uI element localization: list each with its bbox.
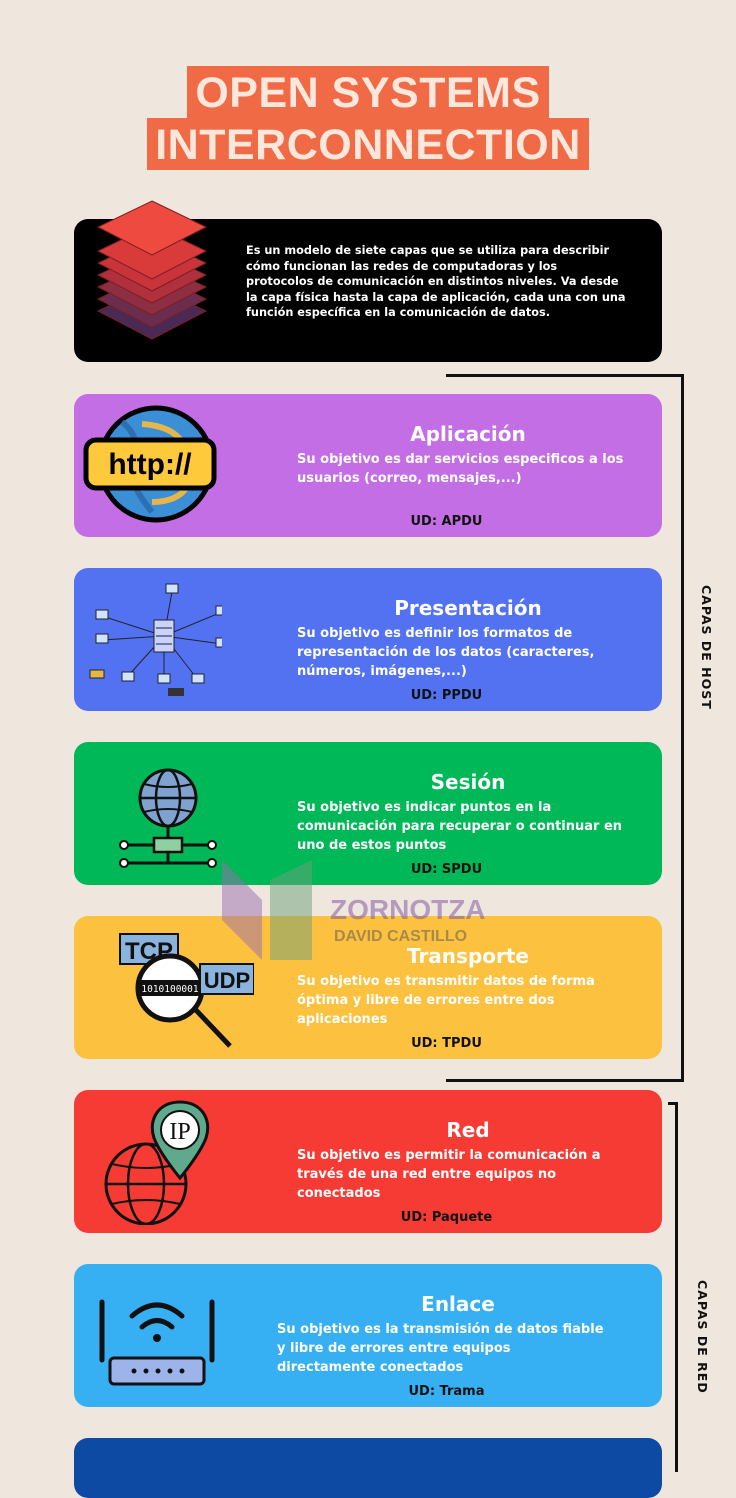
layer-ud: UD: Trama [408, 1384, 485, 1399]
host-label: CAPAS DE HOST [699, 585, 714, 710]
layer-card-presentacion: Presentación Su objetivo es definir los … [74, 568, 662, 711]
tcp-udp-magnifier-icon: TCP 1010100001 UDP [119, 933, 254, 1048]
host-bracket [446, 374, 684, 1082]
layer-name: Aplicación [410, 422, 526, 446]
wifi-router-icon [99, 1299, 215, 1386]
layer-desc: Su objetivo es permitir la comunicación … [297, 1148, 601, 1201]
layer-desc: Su objetivo es la transmisión de datos f… [277, 1322, 604, 1375]
layer-name: Transporte [407, 944, 529, 968]
layer-name: Presentación [394, 596, 542, 620]
http-text: http:// [108, 448, 192, 481]
watermark-line2: DAVID CASTILLO [334, 928, 468, 945]
ip-text: IP [169, 1119, 190, 1145]
http-globe-icon: http:// [83, 405, 217, 523]
layer-ud: UD: PPDU [410, 688, 483, 703]
layer-ud: UD: APDU [410, 514, 483, 529]
bits-text: 1010100001 [141, 984, 198, 995]
intro-card: Es un modelo de siete capas que se utili… [74, 200, 662, 362]
layer-name: Sesión [430, 770, 506, 794]
layer-name: Enlace [421, 1292, 495, 1316]
title-line-2: INTERCONNECTION [0, 118, 736, 170]
layer-card-sesion: Sesión Su objetivo es indicar puntos en … [74, 742, 662, 885]
layer-ud: UD: TPDU [411, 1036, 482, 1051]
red-label: CAPAS DE RED [695, 1280, 710, 1394]
layer-card-red: IP Red Su objetivo es permitir la comuni… [74, 1090, 662, 1233]
network-diagram-icon [89, 583, 222, 696]
watermark-logo: ZORNOTZA DAVID CASTILLO [222, 850, 522, 970]
layer-desc: Su objetivo es definir los formatos de r… [297, 626, 595, 679]
layer-ud: UD: Paquete [400, 1210, 493, 1225]
layer-card-enlace: Enlace Su objetivo es la transmisión de … [74, 1264, 662, 1407]
globe-network-icon [119, 768, 217, 868]
layer-desc: Su objetivo es indicar puntos en la comu… [297, 800, 623, 853]
layer-card-fisica [74, 1438, 662, 1498]
layer-ud: UD: SPDU [410, 862, 483, 877]
intro-text: Es un modelo de siete capas que se utili… [246, 244, 626, 319]
udp-text: UDP [204, 968, 250, 993]
logo-mark-icon [222, 860, 312, 960]
red-bracket [668, 1102, 678, 1472]
ip-location-globe-icon: IP [104, 1100, 210, 1225]
watermark-line1: ZORNOTZA [330, 894, 486, 925]
layer-card-aplicacion: http:// Aplicación Su objetivo es dar se… [74, 394, 662, 537]
layer-card-transporte: TCP 1010100001 UDP Transporte Su objetiv… [74, 916, 662, 1059]
layer-desc: Su objetivo es transmitir datos de forma… [297, 974, 595, 1027]
layer-name: Red [446, 1118, 490, 1142]
layer-desc: Su objetivo es dar servicios especificos… [297, 452, 624, 486]
title-line-1: OPEN SYSTEMS [0, 66, 736, 118]
layers-stack-icon [96, 200, 208, 340]
